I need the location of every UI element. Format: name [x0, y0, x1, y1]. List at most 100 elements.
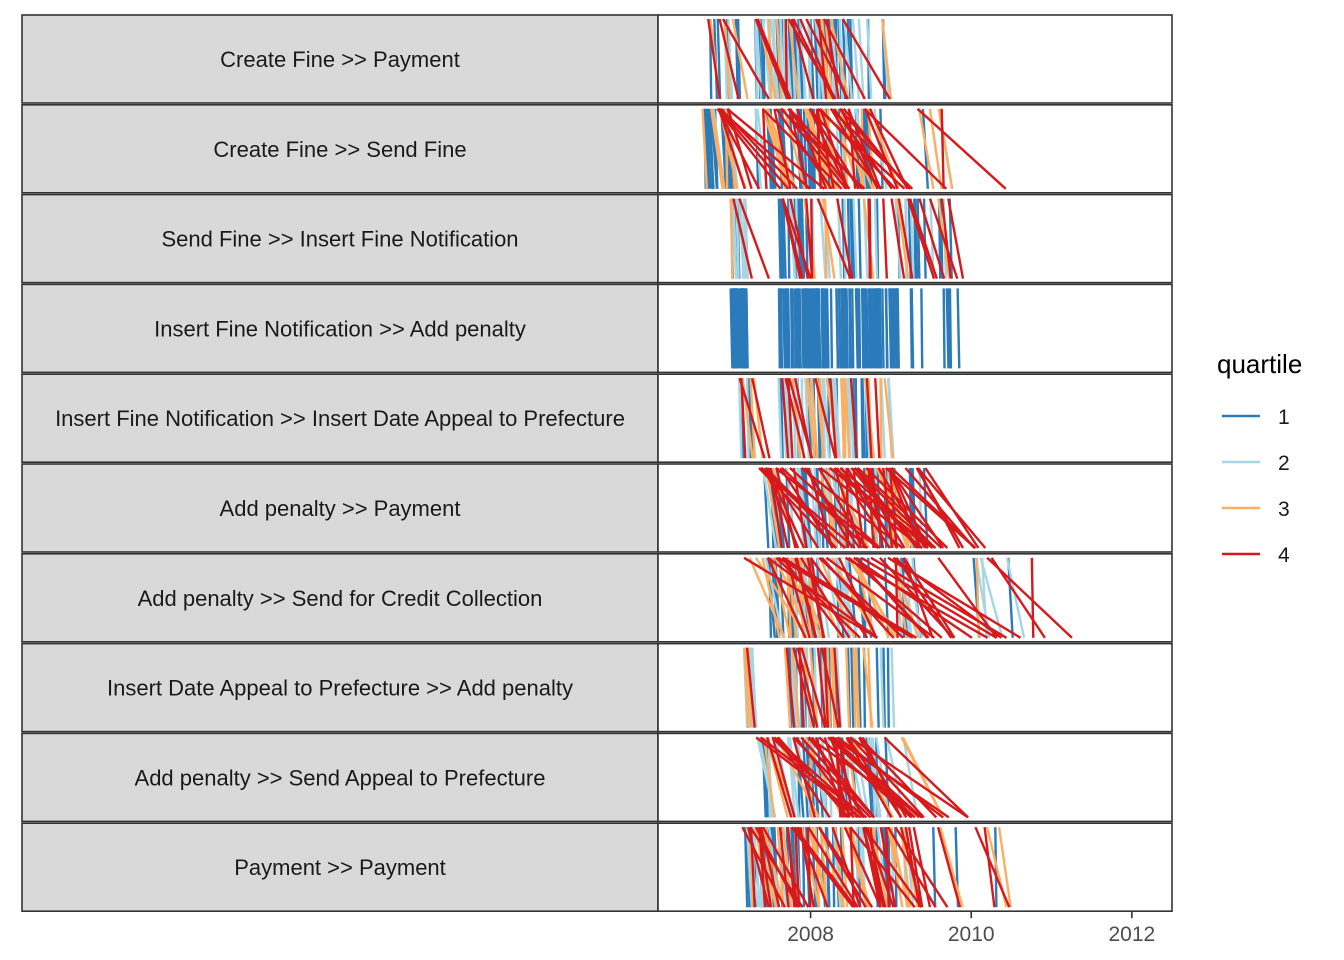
segment-q4 [868, 198, 872, 279]
segment-q1 [817, 288, 822, 369]
panel: Create Fine >> Payment [21, 14, 1173, 104]
segment-q4 [822, 18, 866, 100]
segment-q1 [829, 288, 834, 369]
segment-q4 [743, 556, 878, 639]
segment-q1 [948, 288, 953, 369]
segment-q4 [983, 827, 996, 908]
segment-q1 [886, 647, 890, 728]
panel-label: Create Fine >> Send Fine [213, 137, 466, 162]
segment-q2 [873, 198, 879, 279]
segment-q1 [779, 198, 783, 279]
segment-q2 [825, 557, 842, 639]
segment-q4 [882, 467, 894, 549]
panel-strip [21, 14, 659, 104]
segment-q4 [771, 736, 855, 819]
segment-q4 [718, 108, 790, 190]
panel-label: Insert Date Appeal to Prefecture >> Add … [107, 676, 573, 701]
segment-q4 [947, 198, 965, 279]
segment-q4 [864, 108, 899, 190]
segment-q2 [785, 378, 793, 459]
segment-q1 [850, 647, 855, 728]
segment-q3 [771, 557, 792, 639]
segment-q4 [806, 827, 812, 908]
segment-q4 [855, 556, 930, 639]
segment-q4 [766, 737, 793, 818]
segment-q3 [729, 198, 734, 279]
segment-q3 [997, 827, 1012, 908]
segment-q4 [863, 107, 948, 190]
segment-q1 [870, 288, 875, 369]
segment-q4 [758, 827, 767, 908]
segment-q1 [787, 18, 794, 100]
segment-q4 [847, 108, 857, 189]
segment-q4 [882, 198, 889, 279]
segment-q4 [864, 826, 895, 908]
segment-q1 [861, 288, 866, 369]
segment-q4 [817, 18, 828, 100]
segment-q2 [816, 18, 821, 100]
segment-q4 [817, 107, 906, 190]
segment-q3 [805, 378, 816, 459]
segment-q1 [820, 288, 824, 369]
segment-q4 [726, 108, 753, 190]
segment-q2 [750, 647, 758, 728]
panel-label: Create Fine >> Payment [220, 47, 460, 72]
segment-q4 [918, 198, 946, 279]
segment-q4 [924, 467, 980, 549]
segment-q1 [851, 288, 855, 369]
segment-q1 [706, 108, 715, 189]
segment-q2 [761, 467, 778, 549]
segment-q1 [783, 288, 788, 369]
panel-label: Send Fine >> Insert Fine Notification [161, 227, 518, 252]
legend-label: 4 [1278, 544, 1290, 567]
segment-q4 [793, 377, 813, 459]
panel-segments [707, 18, 893, 100]
segment-q1 [851, 198, 856, 279]
segment-q1 [729, 288, 734, 369]
segment-q3 [731, 18, 749, 100]
segment-q1 [731, 288, 736, 369]
panel-segments [742, 647, 896, 728]
segment-q1 [956, 288, 961, 369]
segment-q4 [916, 107, 1007, 190]
segment-q1 [882, 647, 886, 728]
segment-q1 [824, 288, 829, 369]
segment-q4 [850, 467, 919, 549]
segment-q1 [737, 288, 742, 369]
segment-q4 [862, 826, 882, 908]
segment-q1 [779, 288, 784, 369]
segment-q3 [762, 737, 776, 818]
segment-q3 [788, 18, 800, 100]
segment-q4 [892, 556, 1002, 639]
segment-q3 [879, 378, 883, 459]
segment-q4 [789, 198, 810, 279]
segment-q4 [849, 826, 916, 908]
segment-q3 [775, 18, 783, 100]
segment-q4 [825, 18, 840, 100]
segment-q4 [768, 467, 783, 549]
segment-q4 [786, 827, 796, 908]
segment-q1 [795, 288, 800, 369]
segment-q4 [836, 736, 944, 819]
segment-q3 [939, 826, 964, 908]
segment-q4 [740, 378, 747, 459]
segment-q3 [764, 467, 781, 549]
segment-q1 [777, 198, 782, 279]
segment-q1 [808, 288, 812, 369]
segment-q4 [895, 557, 953, 639]
panel: Insert Date Appeal to Prefecture >> Add … [21, 642, 1173, 733]
segment-q3 [887, 826, 904, 908]
segment-q4 [888, 467, 898, 549]
segment-q4 [781, 557, 845, 639]
segment-q4 [862, 826, 923, 908]
panel-strip [21, 104, 659, 194]
segment-q4 [848, 556, 943, 639]
segment-q4 [764, 467, 846, 549]
segment-q4 [766, 467, 820, 549]
segment-q4 [809, 557, 869, 639]
segment-q1 [884, 288, 889, 369]
segment-q2 [852, 198, 858, 279]
segment-q2 [764, 557, 785, 639]
segment-q1 [861, 378, 866, 459]
